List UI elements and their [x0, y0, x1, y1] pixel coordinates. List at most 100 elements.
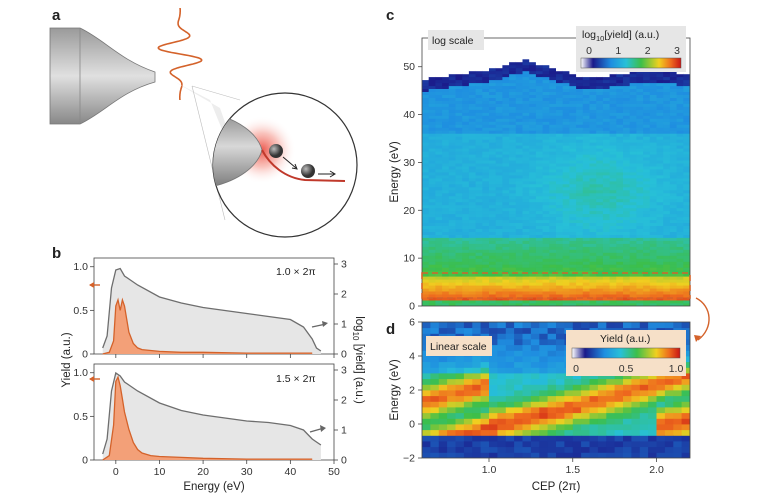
heat-cell — [676, 115, 684, 119]
heat-cell — [422, 133, 430, 137]
heat-cell — [582, 189, 590, 194]
heat-cell — [562, 70, 570, 75]
heat-cell — [522, 97, 530, 101]
heat-cell — [623, 154, 631, 158]
heat-cell — [614, 435, 624, 442]
heat-cell — [455, 204, 463, 209]
heat-cell — [623, 378, 632, 385]
heat-cell — [435, 210, 443, 215]
heat-cell — [636, 285, 644, 289]
heat-cell — [683, 115, 690, 119]
heat-cell — [462, 130, 470, 134]
heat-cell — [547, 333, 557, 340]
heat-cell — [522, 344, 532, 351]
heat-cell — [596, 127, 604, 131]
heat-cell — [505, 412, 515, 419]
heat-cell — [502, 303, 510, 306]
heat-cell — [448, 82, 456, 87]
heat-cell — [576, 124, 584, 128]
heat-cell — [542, 180, 550, 185]
heat-cell — [542, 79, 550, 84]
heat-cell — [475, 70, 483, 75]
heat-cell — [502, 85, 510, 89]
ytick-left-label: 1.0 — [73, 367, 88, 379]
heat-cell — [549, 106, 557, 110]
heat-cell — [556, 73, 564, 78]
heat-cell — [448, 55, 456, 60]
heat-cell — [489, 189, 497, 194]
heat-cell — [597, 412, 607, 419]
heat-cell — [616, 76, 624, 81]
heat-cell — [623, 252, 631, 256]
heat-cell — [468, 178, 476, 182]
heat-cell — [442, 225, 450, 229]
heat-cell — [522, 127, 530, 131]
heat-cell — [480, 384, 490, 391]
heat-cell — [643, 234, 651, 238]
heat-cell — [535, 243, 543, 247]
heat-cell — [663, 288, 671, 292]
heat-cell — [509, 154, 517, 158]
heat-cell — [428, 58, 436, 63]
heat-cell — [535, 279, 543, 283]
heat-cell — [505, 418, 515, 425]
heat-cell — [616, 234, 624, 238]
heat-cell — [556, 64, 564, 69]
heat-cell — [529, 183, 537, 188]
heat-cell — [669, 121, 677, 125]
heat-cell — [582, 109, 590, 113]
heat-cell — [623, 180, 631, 185]
heat-cell — [442, 186, 450, 191]
heat-cell — [539, 356, 549, 363]
heat-cell — [547, 446, 557, 453]
heat-cell — [522, 303, 530, 306]
heat-cell — [522, 186, 530, 191]
heat-cell — [475, 264, 483, 268]
heat-cell — [636, 228, 644, 232]
heat-cell — [495, 210, 503, 215]
heat-cell — [515, 169, 523, 173]
heat-cell — [609, 169, 617, 173]
heat-cell — [663, 97, 671, 101]
heat-cell — [629, 118, 637, 122]
heat-cell — [636, 97, 644, 101]
heat-cell — [462, 139, 470, 143]
heat-cell — [562, 112, 570, 116]
heat-cell — [522, 390, 532, 397]
d-ytick-label: 4 — [409, 351, 415, 363]
heat-cell — [629, 183, 637, 188]
heat-cell — [602, 88, 610, 92]
heat-cell — [428, 303, 436, 306]
heat-cell — [596, 166, 604, 170]
heat-cell — [562, 285, 570, 289]
heat-cell — [509, 94, 517, 98]
heat-cell — [649, 249, 657, 253]
heat-cell — [422, 70, 430, 75]
heat-cell — [509, 237, 517, 241]
heat-cell — [582, 297, 590, 301]
heat-cell — [549, 246, 557, 250]
heat-cell — [643, 252, 651, 256]
heat-cell — [495, 136, 503, 140]
heat-cell — [614, 446, 624, 453]
heat-cell — [448, 192, 456, 197]
heat-cell — [663, 70, 671, 75]
heat-cell — [495, 252, 503, 256]
heat-cell — [676, 249, 684, 253]
heat-cell — [589, 82, 597, 87]
heat-cell — [649, 76, 657, 81]
heat-cell — [463, 367, 473, 374]
heat-cell — [468, 79, 476, 84]
heat-cell — [502, 136, 510, 140]
heat-cell — [468, 186, 476, 191]
heat-cell — [556, 130, 564, 134]
heat-cell — [596, 103, 604, 107]
heat-cell — [683, 276, 690, 280]
heat-cell — [609, 249, 617, 253]
heat-cell — [542, 166, 550, 170]
heat-cell — [463, 452, 473, 458]
heat-cell — [669, 103, 677, 107]
heat-cell — [556, 452, 565, 458]
heat-cell — [556, 213, 564, 218]
